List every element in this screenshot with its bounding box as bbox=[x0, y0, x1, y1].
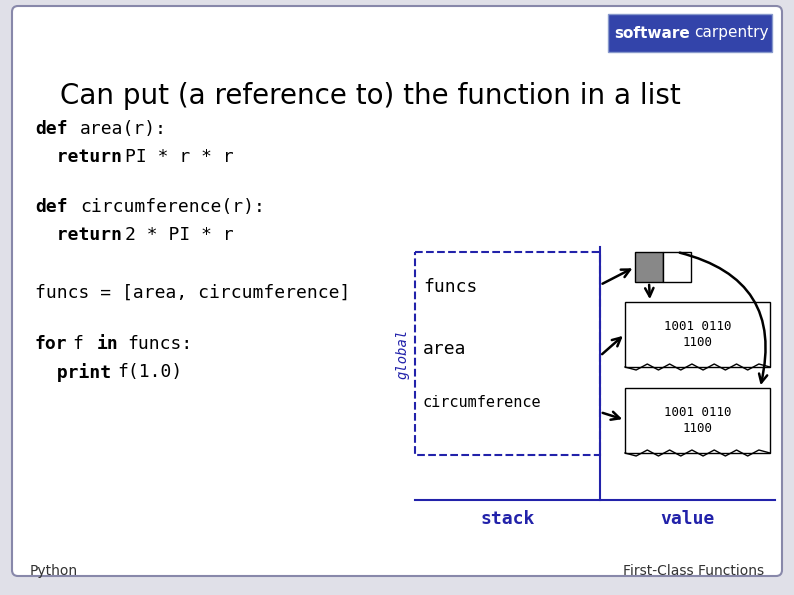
Bar bbox=[625, 388, 770, 453]
Text: software: software bbox=[614, 26, 690, 40]
Text: funcs = [area, circumference]: funcs = [area, circumference] bbox=[35, 284, 350, 302]
Bar bbox=[608, 14, 772, 52]
Text: Python: Python bbox=[30, 564, 78, 578]
Text: value: value bbox=[661, 510, 715, 528]
Text: in: in bbox=[97, 335, 119, 353]
Text: First-Class Functions: First-Class Functions bbox=[622, 564, 764, 578]
Bar bbox=[625, 302, 770, 367]
Text: area(r):: area(r): bbox=[80, 120, 167, 138]
Bar bbox=[635, 252, 663, 282]
FancyBboxPatch shape bbox=[12, 6, 782, 576]
Text: f(1.0): f(1.0) bbox=[117, 363, 183, 381]
Text: for: for bbox=[35, 335, 67, 353]
Text: carpentry: carpentry bbox=[694, 26, 769, 40]
Text: area: area bbox=[423, 340, 467, 358]
Text: funcs:: funcs: bbox=[127, 335, 192, 353]
Text: 1001 0110
1100: 1001 0110 1100 bbox=[664, 321, 731, 349]
Text: 2 * PI * r: 2 * PI * r bbox=[125, 226, 233, 244]
Text: f: f bbox=[73, 335, 94, 353]
Text: circumference: circumference bbox=[423, 395, 542, 410]
Text: def: def bbox=[35, 120, 67, 138]
Text: global: global bbox=[396, 328, 410, 378]
Text: return: return bbox=[35, 148, 122, 166]
Text: Can put (a reference to) the function in a list: Can put (a reference to) the function in… bbox=[60, 82, 680, 110]
Text: PI * r * r: PI * r * r bbox=[125, 148, 233, 166]
Text: funcs: funcs bbox=[423, 278, 477, 296]
Text: stack: stack bbox=[480, 510, 534, 528]
Text: return: return bbox=[35, 226, 122, 244]
Text: circumference(r):: circumference(r): bbox=[80, 198, 265, 216]
Bar bbox=[663, 252, 691, 282]
Text: 1001 0110
1100: 1001 0110 1100 bbox=[664, 406, 731, 434]
Text: def: def bbox=[35, 198, 67, 216]
Text: print: print bbox=[35, 363, 111, 382]
